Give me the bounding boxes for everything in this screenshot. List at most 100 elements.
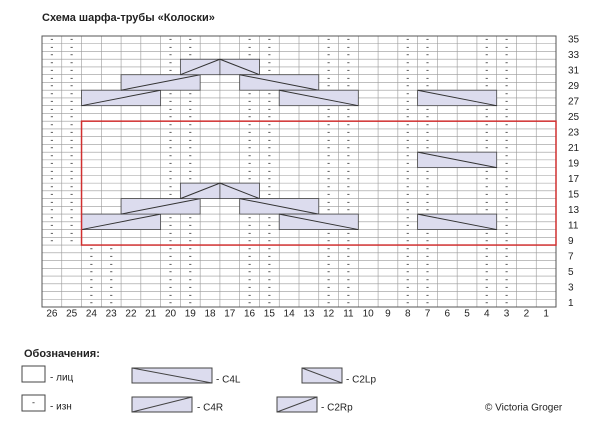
purl-dash: - [248, 88, 251, 98]
purl-dash: - [70, 158, 73, 168]
purl-dash: - [50, 88, 53, 98]
purl-dash: - [50, 112, 53, 122]
purl-dash: - [189, 34, 192, 44]
purl-dash: - [347, 50, 350, 60]
purl-dash: - [406, 81, 409, 91]
purl-dash: - [505, 73, 508, 83]
purl-dash: - [169, 212, 172, 222]
purl-dash: - [485, 267, 488, 277]
purl-dash: - [485, 228, 488, 238]
purl-dash: - [426, 274, 429, 284]
purl-dash: - [406, 150, 409, 160]
purl-dash: - [505, 243, 508, 253]
purl-dash: - [485, 65, 488, 75]
purl-dash: - [110, 298, 113, 308]
purl-dash: - [327, 135, 330, 145]
purl-dash: - [248, 112, 251, 122]
purl-dash: - [327, 174, 330, 184]
purl-dash: - [90, 243, 93, 253]
purl-dash: - [70, 197, 73, 207]
purl-dash: - [189, 174, 192, 184]
purl-dash: - [268, 212, 271, 222]
purl-dash: - [70, 65, 73, 75]
purl-dash: - [505, 290, 508, 300]
purl-dash: - [347, 174, 350, 184]
purl-dash: - [169, 290, 172, 300]
purl-dash: - [169, 57, 172, 67]
purl-dash: - [70, 127, 73, 137]
row-number: 21 [568, 143, 580, 154]
purl-dash: - [70, 119, 73, 129]
purl-dash: - [50, 166, 53, 176]
purl-dash: - [327, 50, 330, 60]
purl-dash: - [406, 205, 409, 215]
grid: - - - - - - - - - - - - - - - - - - - - - - - - - - - - - - - - - - - - - - - -… [41, 34, 580, 320]
purl-dash: - [70, 205, 73, 215]
purl-dash: - [248, 127, 251, 137]
cable-line [239, 74, 319, 91]
purl-dash: - [50, 143, 53, 153]
c2lp-icon-line [301, 367, 343, 384]
purl-dash: - [327, 282, 330, 292]
purl-dash: - [189, 243, 192, 253]
purl-dash: - [426, 282, 429, 292]
purl-dash: - [189, 298, 192, 308]
purl-dash: - [426, 34, 429, 44]
column-number: 13 [303, 309, 315, 320]
purl-dash: - [485, 73, 488, 83]
purl-dash: - [169, 251, 172, 261]
column-number: 17 [224, 309, 236, 320]
row-number: 19 [568, 158, 580, 169]
purl-dash: - [268, 88, 271, 98]
purl-dash: - [268, 50, 271, 60]
purl-dash: - [327, 181, 330, 191]
purl-dash: - [189, 150, 192, 160]
purl-dash: - [485, 274, 488, 284]
purl-dash: - [505, 212, 508, 222]
purl-dash: - [248, 143, 251, 153]
c2rp-icon-line [276, 396, 318, 413]
purl-dash: - [70, 104, 73, 114]
purl-dash: - [505, 81, 508, 91]
column-number: 4 [484, 309, 490, 320]
purl-dash: - [485, 290, 488, 300]
purl-dash: - [268, 282, 271, 292]
purl-dash: - [485, 189, 488, 199]
purl-dash: - [505, 298, 508, 308]
row-number: 11 [568, 220, 579, 231]
purl-dash: - [347, 65, 350, 75]
purl-dash: - [347, 189, 350, 199]
purl-dash: - [248, 251, 251, 261]
purl-dash: - [268, 150, 271, 160]
purl-dash: - [505, 112, 508, 122]
row-number: 29 [568, 81, 580, 92]
purl-dash: - [327, 251, 330, 261]
purl-dash: - [169, 112, 172, 122]
purl-dash: - [268, 251, 271, 261]
purl-dash: - [268, 143, 271, 153]
purl-dash: - [70, 96, 73, 106]
purl-dash: - [169, 96, 172, 106]
purl-dash: - [347, 57, 350, 67]
purl-dash: - [406, 220, 409, 230]
c4r-icon-line [131, 396, 193, 413]
purl-dash: - [70, 174, 73, 184]
legend-c4l: - C4L [216, 375, 241, 386]
purl-dash: - [327, 267, 330, 277]
knit-icon [21, 365, 46, 383]
purl-dash: - [169, 267, 172, 277]
purl-dash: - [50, 96, 53, 106]
purl-dash: - [268, 57, 271, 67]
purl-dash: - [327, 65, 330, 75]
purl-dash: - [268, 104, 271, 114]
column-number: 21 [145, 309, 157, 320]
purl-dash: - [70, 50, 73, 60]
purl-dash: - [70, 236, 73, 246]
purl-dash: - [189, 259, 192, 269]
purl-dash: - [347, 274, 350, 284]
purl-dash: - [327, 197, 330, 207]
purl-dash: - [347, 34, 350, 44]
purl-dash: - [485, 251, 488, 261]
column-number: 18 [204, 309, 216, 320]
